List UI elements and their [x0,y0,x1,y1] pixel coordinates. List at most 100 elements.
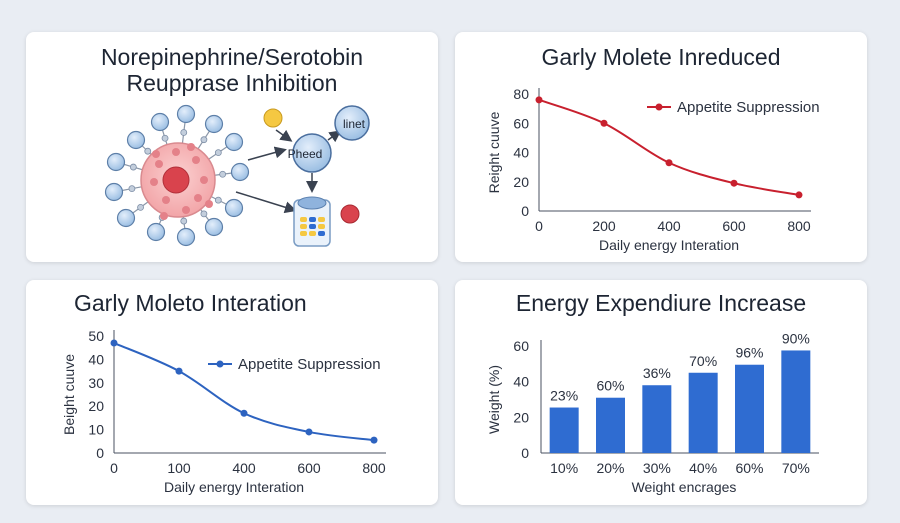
bar-chart-card: Energy Expendiure Increase 0 20 40 60 23% 10%… [455,280,867,505]
line-chart-card-2: Garly Moleto Interation 0 100 400 600 800 0 10… [26,280,438,505]
y-tick-label: 10 [88,422,104,438]
vesicle-dot [155,160,163,168]
legend-label: Appetite Suppression [677,99,820,116]
dendrite-node [214,196,222,204]
vesicle-dot [182,206,190,214]
receptor-node [146,222,166,242]
vesicle-dot [162,196,170,204]
line-chart-card-1: Garly Molete Inreduced 0 200 400 600 800 0 20 4… [455,32,867,262]
x-axis-label: Daily energy Interation [599,237,739,253]
pheed-label: Pheed [288,147,323,161]
legend-label: Appetite Suppression [238,356,381,373]
data-point [665,159,673,167]
dendrite-node [129,163,137,171]
y-tick-label: 30 [88,375,104,391]
chart-title: Garly Moleto Interation [74,290,307,316]
cell-nucleus [162,166,190,194]
receptor-node [230,162,250,182]
bar-chart: 0 20 40 60 23% 10% 60% 20% 36% 30% 70% 40% 96% 60% 90%… [486,330,819,495]
bar [596,397,625,453]
y-tick-label: 0 [521,203,529,219]
data-point [305,428,313,436]
chart-title: Garly Molete Inreduced [541,44,781,70]
dendrite-node [180,217,188,225]
x-tick-label: 70% [782,460,810,476]
pill-icon [300,217,307,222]
bar [549,407,579,453]
y-tick-label: 40 [513,374,529,390]
x-tick-label: 0 [535,218,543,234]
x-tick-label: 800 [787,218,811,234]
x-tick-label: 600 [722,218,746,234]
vesicle-dot [152,150,160,158]
line-chart-1: 0 200 400 600 800 0 20 40 60 80 Daily energy Inter… [486,86,820,253]
bar [642,385,672,453]
reuptake-diagram: Pheed linet [104,104,370,247]
receptor-node [126,130,146,150]
legend-marker [655,103,663,111]
y-axis-label: Reight cuuve [486,111,502,193]
vesicle-container-icon [293,196,331,247]
vesicle-dot [205,200,213,208]
receptor-node [104,182,124,202]
y-tick-label: 60 [513,115,529,131]
x-tick-label: 400 [657,218,681,234]
linet-label: linet [343,117,366,131]
diagram-title-line1: Norepinephrine/Serotobin [100,44,364,70]
dendrite-node [144,147,152,155]
bar-data-label: 70% [689,353,717,369]
x-tick-label: 60% [735,460,763,476]
pill-icon [318,231,325,236]
pill-icon [318,224,325,229]
y-tick-label: 20 [513,174,529,190]
dendrite-node [180,129,188,136]
data-point [600,119,608,127]
bar-data-label: 36% [643,365,671,381]
y-tick-label: 80 [513,86,529,102]
bar-data-label: 60% [596,378,624,394]
neurotransmitter-red-icon [340,204,360,224]
chart-title: Energy Expendiure Increase [515,290,807,316]
receptor-node [204,114,224,134]
x-tick-label: 600 [297,460,321,476]
x-tick-label: 400 [232,460,256,476]
x-tick-label: 100 [167,460,191,476]
neuron-cell-icon [104,104,250,247]
y-axis-label: Beight cuuve [61,354,77,435]
bar [781,350,811,453]
data-point [370,436,378,444]
y-tick-label: 40 [88,351,104,367]
legend-marker [216,360,224,368]
dendrite-node [200,210,208,218]
receptor-node [176,227,196,247]
diagram-card: Norepinephrine/Serotobin Reupprase Inhib… [26,32,438,262]
receptor-node [204,217,224,237]
pill-icon [309,224,316,229]
bar [735,364,764,453]
receptor-node [106,152,126,172]
bar-data-label: 96% [735,345,763,361]
pill-icon [309,217,316,222]
diagram-title-line2: Reupprase Inhibition [126,70,338,96]
bar [688,372,718,453]
data-point [795,191,803,199]
x-tick-label: 800 [362,460,386,476]
x-tick-label: 200 [592,218,616,234]
linet-node [334,105,370,141]
reuptake-arrows [235,129,342,214]
vesicle-dot [200,176,208,184]
x-tick-label: 10% [550,460,578,476]
pill-icon [318,217,325,222]
vesicle-dot [194,194,202,202]
dendrite-node [200,136,208,144]
y-tick-label: 50 [88,328,104,344]
dendrite-node [214,149,222,157]
x-tick-label: 20% [596,460,624,476]
vesicle-dot [192,156,200,164]
dendrite-node [137,203,144,211]
y-axis-label: Weight (%) [486,365,502,434]
dendrite-node [161,134,169,142]
pill-icon [309,231,316,236]
data-point [110,339,118,347]
y-tick-label: 0 [521,445,529,461]
